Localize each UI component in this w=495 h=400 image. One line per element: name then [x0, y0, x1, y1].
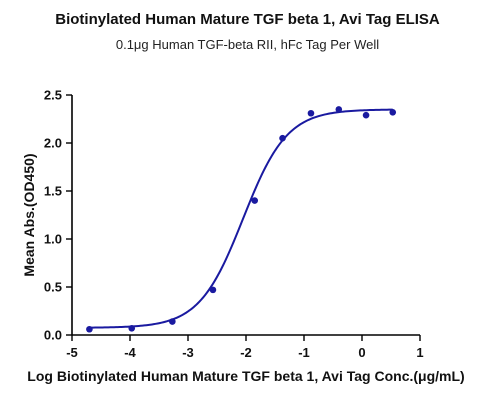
x-tick-label: -1 — [298, 345, 310, 360]
x-tick-label: 1 — [416, 345, 423, 360]
axes: -5 -4 -3 -2 -1 0 1 0.0 0.5 1.0 1.5 2.0 2.5 — [44, 88, 424, 361]
data-point — [169, 318, 176, 325]
data-point — [128, 324, 136, 332]
x-tick-label: -5 — [66, 345, 78, 360]
data-point — [389, 108, 397, 116]
data-points — [86, 106, 397, 333]
data-point — [251, 197, 258, 204]
y-tick-label: 0.0 — [44, 328, 62, 343]
fit-curve — [89, 108, 393, 329]
x-tick-label: -3 — [182, 345, 194, 360]
y-tick-label: 2.5 — [44, 88, 62, 103]
y-tick-label: 1.0 — [44, 232, 62, 247]
y-tick-label: 1.5 — [44, 184, 62, 199]
fit-curve-layer — [89, 108, 393, 329]
chart-subtitle: 0.1μg Human TGF-beta RII, hFc Tag Per We… — [115, 37, 380, 52]
x-axis-label: Log Biotinylated Human Mature TGF beta 1… — [27, 368, 464, 384]
x-tick-label: -2 — [240, 345, 252, 360]
x-tick-label: 0 — [358, 345, 365, 360]
y-axis-label: Mean Abs.(OD450) — [21, 153, 37, 276]
data-point — [86, 325, 93, 333]
data-point — [362, 111, 370, 119]
y-tick-label: 0.5 — [44, 280, 62, 295]
data-point — [209, 286, 217, 294]
data-point — [307, 109, 315, 117]
data-point — [335, 106, 343, 113]
y-tick-label: 2.0 — [44, 136, 62, 151]
data-point — [279, 134, 286, 142]
x-tick-label: -4 — [124, 345, 136, 360]
chart-title: Biotinylated Human Mature TGF beta 1, Av… — [55, 11, 440, 28]
